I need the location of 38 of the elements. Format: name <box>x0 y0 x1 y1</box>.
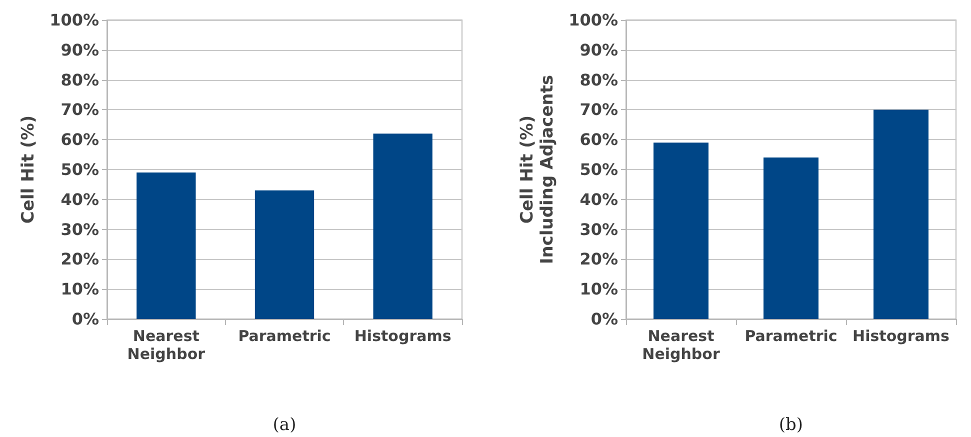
y-tick-label: 50% <box>60 160 99 179</box>
y-tick-label: 60% <box>60 130 99 150</box>
y-tick-label: 30% <box>60 220 99 239</box>
text: (b) <box>778 415 804 435</box>
y-tick-label: 50% <box>580 160 618 179</box>
x-tick-label: Parametric <box>744 327 838 345</box>
bar <box>874 110 928 319</box>
y-tick-label: 90% <box>580 40 618 60</box>
y-tick-label: 40% <box>60 190 99 209</box>
y-tick-label: 100% <box>568 10 618 30</box>
bar <box>136 172 196 319</box>
bar <box>764 158 818 319</box>
y-tick-label: 100% <box>50 10 99 30</box>
y-tick-label: 0% <box>590 310 618 328</box>
y-tick-label: 70% <box>580 100 618 120</box>
bar <box>654 142 708 319</box>
x-tick-label: Nearest Neighbor <box>642 327 720 363</box>
y-tick-label: 30% <box>580 220 618 239</box>
y-tick-label: 60% <box>580 130 618 150</box>
y-tick-label: 10% <box>60 280 99 299</box>
bar <box>373 134 432 319</box>
x-tick-label: Histograms <box>354 327 452 345</box>
x-tick-label: Parametric <box>238 327 331 345</box>
y-axis-title: Cell Hit (%) <box>18 115 39 224</box>
text: (a) <box>272 415 298 435</box>
y-tick-label: 10% <box>580 280 618 299</box>
y-tick-label: 80% <box>580 70 618 90</box>
y-tick-label: 70% <box>60 100 99 120</box>
x-tick-label: Nearest Neighbor <box>127 327 206 363</box>
y-axis-title: Cell Hit (%) Including Adjacents <box>518 74 558 264</box>
y-tick-label: 40% <box>580 190 618 209</box>
x-tick-label: Histograms <box>852 327 950 345</box>
bar <box>254 190 314 319</box>
y-tick-label: 20% <box>60 250 99 269</box>
y-tick-label: 20% <box>580 250 618 269</box>
y-tick-label: 0% <box>72 310 99 328</box>
y-tick-label: 80% <box>60 70 99 90</box>
y-tick-label: 90% <box>60 40 99 60</box>
